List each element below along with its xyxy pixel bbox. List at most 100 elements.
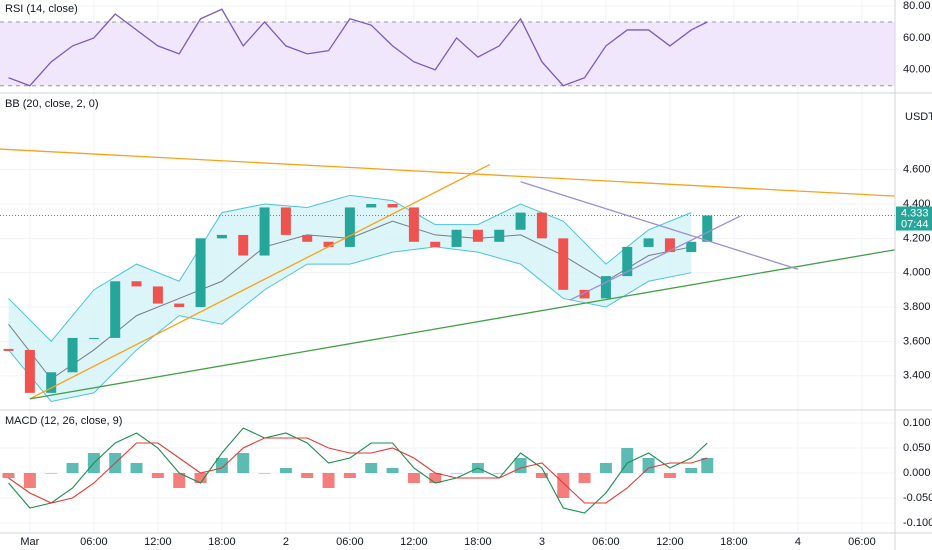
bb-upper bbox=[8, 194, 692, 343]
candle bbox=[686, 241, 697, 253]
countdown-label: 07:44 bbox=[901, 218, 929, 230]
candle bbox=[387, 204, 398, 208]
candle bbox=[366, 204, 377, 208]
last-price-tag bbox=[896, 206, 932, 231]
histogram-bar bbox=[407, 473, 420, 483]
histogram-bar bbox=[493, 473, 506, 474]
candle bbox=[536, 212, 547, 239]
trend-line bbox=[29, 249, 895, 400]
candle bbox=[494, 229, 505, 242]
histogram-bar bbox=[343, 473, 356, 478]
candle bbox=[451, 229, 462, 247]
histogram-bar bbox=[663, 473, 676, 478]
y-tick-label: 60.00 bbox=[903, 32, 931, 44]
x-tick-label: 18:00 bbox=[464, 536, 492, 548]
histogram-bar bbox=[279, 468, 292, 473]
macd-pane bbox=[2, 427, 714, 514]
x-tick-label: 12:00 bbox=[400, 536, 428, 548]
y-tick-label: 3.600 bbox=[903, 335, 931, 347]
candle bbox=[472, 229, 483, 242]
candle bbox=[24, 349, 35, 393]
bb-lower bbox=[8, 246, 692, 402]
price-pane bbox=[0, 148, 895, 402]
trend-line bbox=[569, 215, 741, 301]
histogram-bar bbox=[2, 473, 15, 478]
candle bbox=[408, 207, 419, 242]
x-tick-label: 06:00 bbox=[80, 536, 108, 548]
unit-label: USDT bbox=[905, 111, 932, 123]
x-tick-label: 06:00 bbox=[848, 536, 876, 548]
last-price-label: 4.333 bbox=[901, 207, 929, 219]
candle bbox=[131, 281, 142, 287]
rsi-band bbox=[0, 21, 895, 86]
histogram-bar bbox=[599, 463, 612, 473]
candle bbox=[110, 281, 121, 338]
candle bbox=[174, 303, 185, 308]
candle bbox=[579, 289, 590, 299]
x-tick-label: 12:00 bbox=[656, 536, 684, 548]
x-tick-label: 06:00 bbox=[336, 536, 364, 548]
y-tick-label: 80.00 bbox=[903, 0, 931, 12]
candle bbox=[3, 348, 14, 351]
candle bbox=[430, 241, 441, 247]
histogram-bar bbox=[151, 473, 164, 478]
histogram-bar bbox=[429, 473, 442, 483]
histogram-bar bbox=[557, 473, 570, 498]
signal-line bbox=[8, 437, 708, 504]
x-tick-label: 06:00 bbox=[592, 536, 620, 548]
histogram-bar bbox=[578, 473, 591, 483]
candle bbox=[302, 234, 313, 242]
y-tick-label: -0.050 bbox=[903, 492, 932, 504]
rsi-pane bbox=[0, 8, 895, 87]
y-tick-label: 3.800 bbox=[903, 301, 931, 313]
x-tick-label: 4 bbox=[795, 536, 801, 548]
candle bbox=[702, 215, 713, 242]
x-tick-label: 12:00 bbox=[144, 536, 172, 548]
histogram-bar bbox=[215, 458, 228, 473]
histogram-bar bbox=[386, 468, 399, 473]
rsi-line bbox=[8, 8, 708, 87]
y-tick-label: 0.050 bbox=[903, 442, 931, 454]
y-tick-label: 3.400 bbox=[903, 370, 931, 382]
histogram-bar bbox=[130, 463, 143, 473]
pane-title: MACD (12, 26, close, 9) bbox=[5, 415, 122, 427]
histogram-bar bbox=[685, 468, 698, 473]
x-tick-label: 2 bbox=[283, 536, 289, 548]
trend-line bbox=[520, 181, 799, 270]
bb-fill bbox=[8, 195, 692, 402]
candle bbox=[515, 212, 526, 230]
candle bbox=[259, 207, 270, 256]
candle bbox=[152, 286, 163, 304]
y-tick-label: 4.600 bbox=[903, 164, 931, 176]
trend-line bbox=[0, 148, 895, 197]
candle bbox=[344, 207, 355, 247]
candle bbox=[280, 207, 291, 235]
histogram-bar bbox=[258, 473, 271, 474]
y-tick-label: 40.00 bbox=[903, 64, 931, 76]
histogram-bar bbox=[301, 473, 314, 478]
histogram-bar bbox=[45, 473, 58, 474]
y-tick-label: -0.100 bbox=[903, 517, 932, 529]
pane-title: BB (20, close, 2, 0) bbox=[5, 98, 99, 110]
candle bbox=[88, 337, 99, 339]
candle bbox=[622, 246, 633, 277]
histogram-bar bbox=[642, 458, 655, 473]
histogram-bar bbox=[365, 463, 378, 473]
histogram-bar bbox=[322, 473, 335, 488]
histogram-bar bbox=[237, 453, 250, 473]
x-tick-label: 18:00 bbox=[208, 536, 236, 548]
trend-line bbox=[29, 163, 490, 400]
histogram-bar bbox=[23, 473, 36, 488]
candle bbox=[643, 238, 654, 247]
y-tick-label: 4.000 bbox=[903, 267, 931, 279]
histogram-bar bbox=[701, 458, 714, 473]
candle bbox=[600, 276, 611, 299]
histogram-bar bbox=[66, 463, 79, 473]
histogram-bar bbox=[450, 473, 463, 474]
pane-title: RSI (14, close) bbox=[5, 3, 78, 15]
histogram-bar bbox=[194, 473, 207, 483]
y-tick-label: 4.200 bbox=[903, 232, 931, 244]
x-tick-label: 3 bbox=[539, 536, 545, 548]
